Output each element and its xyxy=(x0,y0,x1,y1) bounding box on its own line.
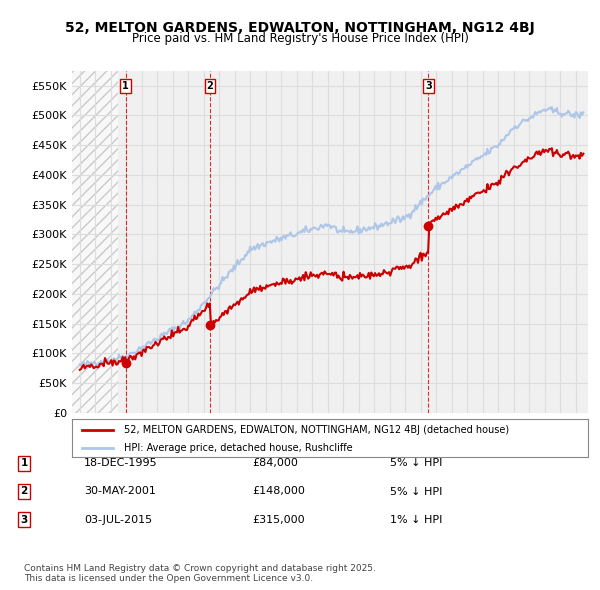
Text: 2: 2 xyxy=(206,81,214,91)
Text: 30-MAY-2001: 30-MAY-2001 xyxy=(84,487,156,496)
Text: 52, MELTON GARDENS, EDWALTON, NOTTINGHAM, NG12 4BJ (detached house): 52, MELTON GARDENS, EDWALTON, NOTTINGHAM… xyxy=(124,425,509,435)
Text: £84,000: £84,000 xyxy=(252,458,298,468)
Text: 5% ↓ HPI: 5% ↓ HPI xyxy=(390,487,442,496)
Bar xyxy=(72,71,118,413)
Text: £315,000: £315,000 xyxy=(252,515,305,525)
Text: 1: 1 xyxy=(20,458,28,468)
Text: 1% ↓ HPI: 1% ↓ HPI xyxy=(390,515,442,525)
Text: 3: 3 xyxy=(20,515,28,525)
Text: 2: 2 xyxy=(20,487,28,496)
Text: 5% ↓ HPI: 5% ↓ HPI xyxy=(390,458,442,468)
Text: Price paid vs. HM Land Registry's House Price Index (HPI): Price paid vs. HM Land Registry's House … xyxy=(131,32,469,45)
Text: 3: 3 xyxy=(425,81,432,91)
Text: HPI: Average price, detached house, Rushcliffe: HPI: Average price, detached house, Rush… xyxy=(124,442,352,453)
Text: 18-DEC-1995: 18-DEC-1995 xyxy=(84,458,158,468)
Text: 52, MELTON GARDENS, EDWALTON, NOTTINGHAM, NG12 4BJ: 52, MELTON GARDENS, EDWALTON, NOTTINGHAM… xyxy=(65,21,535,35)
Text: 03-JUL-2015: 03-JUL-2015 xyxy=(84,515,152,525)
Text: Contains HM Land Registry data © Crown copyright and database right 2025.
This d: Contains HM Land Registry data © Crown c… xyxy=(24,563,376,583)
Text: 1: 1 xyxy=(122,81,129,91)
Text: £148,000: £148,000 xyxy=(252,487,305,496)
